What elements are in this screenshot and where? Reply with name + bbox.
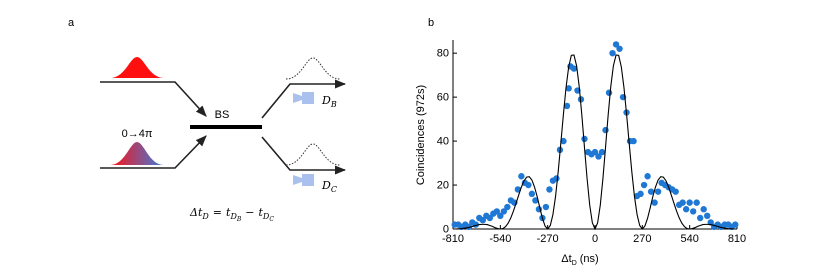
data-point (504, 203, 511, 211)
detector-label: DB (321, 94, 337, 109)
data-point (525, 181, 532, 189)
output-pulse (285, 57, 341, 80)
panel-label: b (428, 17, 434, 29)
y-tick-label: 20 (437, 180, 449, 192)
formula-part: C (269, 216, 274, 223)
phase-label: 0→4π (122, 128, 153, 140)
plot-area: 0 20 40 60 80 -810 -540 -270 0 270 540 810 (437, 40, 746, 245)
data-point (581, 135, 588, 143)
data-point (532, 197, 539, 204)
data-point (465, 223, 472, 231)
data-point (518, 173, 525, 180)
data-point (560, 137, 567, 145)
data-point (595, 153, 602, 160)
data-point (703, 212, 711, 220)
data-point (689, 208, 697, 215)
data-point (686, 199, 693, 206)
data-point (637, 190, 644, 198)
formula-part: t (226, 206, 231, 219)
data-point (542, 203, 550, 211)
input-path (100, 81, 207, 117)
data-point (528, 190, 536, 198)
x-tick-label: 0 (592, 233, 598, 245)
panel-label: a (68, 17, 75, 29)
data-point (570, 65, 578, 72)
formula-part: Δt (189, 206, 203, 219)
input-path (100, 135, 207, 169)
data-point (640, 181, 648, 189)
data-point (609, 49, 616, 57)
detector-icon (293, 174, 314, 186)
data-point (696, 214, 704, 222)
output-path (261, 79, 347, 119)
data-point (654, 188, 662, 195)
detector-label: DC (321, 179, 337, 194)
input-pulse (110, 57, 164, 78)
data-point (602, 126, 609, 134)
y-tick-label: 40 (437, 136, 449, 148)
data-point (732, 221, 739, 228)
formula-part: D (262, 212, 270, 221)
formula-part: = (213, 206, 222, 219)
formula-part: D (229, 212, 237, 221)
fit-line (453, 54, 737, 231)
formula-part: D (201, 212, 209, 221)
x-label-main: Δt (561, 253, 571, 265)
data-point (605, 89, 613, 96)
x-axis-label: ΔtD (ns) (561, 253, 598, 267)
data-point (672, 188, 679, 195)
output-path (261, 136, 347, 175)
x-tick-label: -270 (537, 233, 559, 245)
output-pulse (285, 143, 341, 166)
data-point (563, 102, 571, 110)
data-point (679, 199, 686, 206)
y-tick-label: 60 (437, 92, 449, 104)
chirped-pulse (110, 142, 164, 165)
data-point (493, 208, 501, 215)
data-point (591, 148, 599, 156)
y-tick-label: 0 (443, 224, 449, 236)
detector-sub: C (331, 185, 337, 194)
formula: ΔtD = tDB− tDC (189, 206, 274, 223)
y-axis-label: Coincidences (972s) (415, 85, 427, 185)
data-point (486, 214, 494, 222)
data-point (577, 96, 585, 103)
data-point (644, 173, 651, 180)
data-point (682, 206, 690, 213)
data-point (565, 85, 572, 92)
x-label-unit: (ns) (580, 253, 599, 265)
data-point (553, 175, 560, 182)
x-tick-label: 270 (633, 233, 651, 245)
x-tick-label: 540 (680, 233, 698, 245)
y-tick-label: 80 (437, 48, 449, 60)
formula-part: t (259, 206, 264, 219)
data-point (630, 137, 637, 145)
bs-label: BS (215, 109, 230, 121)
detector-sub: B (330, 100, 337, 109)
data-point (500, 208, 508, 215)
data-point (479, 217, 487, 224)
formula-part: − (245, 206, 254, 219)
x-tick-label: -810 (442, 233, 464, 245)
data-point (647, 188, 655, 195)
x-tick-label: 810 (728, 233, 746, 245)
detector-name: D (321, 94, 331, 107)
data-point (651, 199, 658, 206)
data-point (497, 212, 504, 220)
detector-name: D (321, 179, 331, 192)
data-point (616, 45, 623, 52)
formula-part: B (236, 216, 242, 223)
x-tick-label: -540 (489, 233, 511, 245)
data-point (546, 186, 553, 193)
data-point (693, 199, 700, 206)
data-point (598, 148, 606, 156)
detector-icon (293, 92, 314, 104)
x-label-sub: D (572, 260, 577, 267)
data-point (700, 206, 707, 213)
data-point (612, 41, 620, 48)
